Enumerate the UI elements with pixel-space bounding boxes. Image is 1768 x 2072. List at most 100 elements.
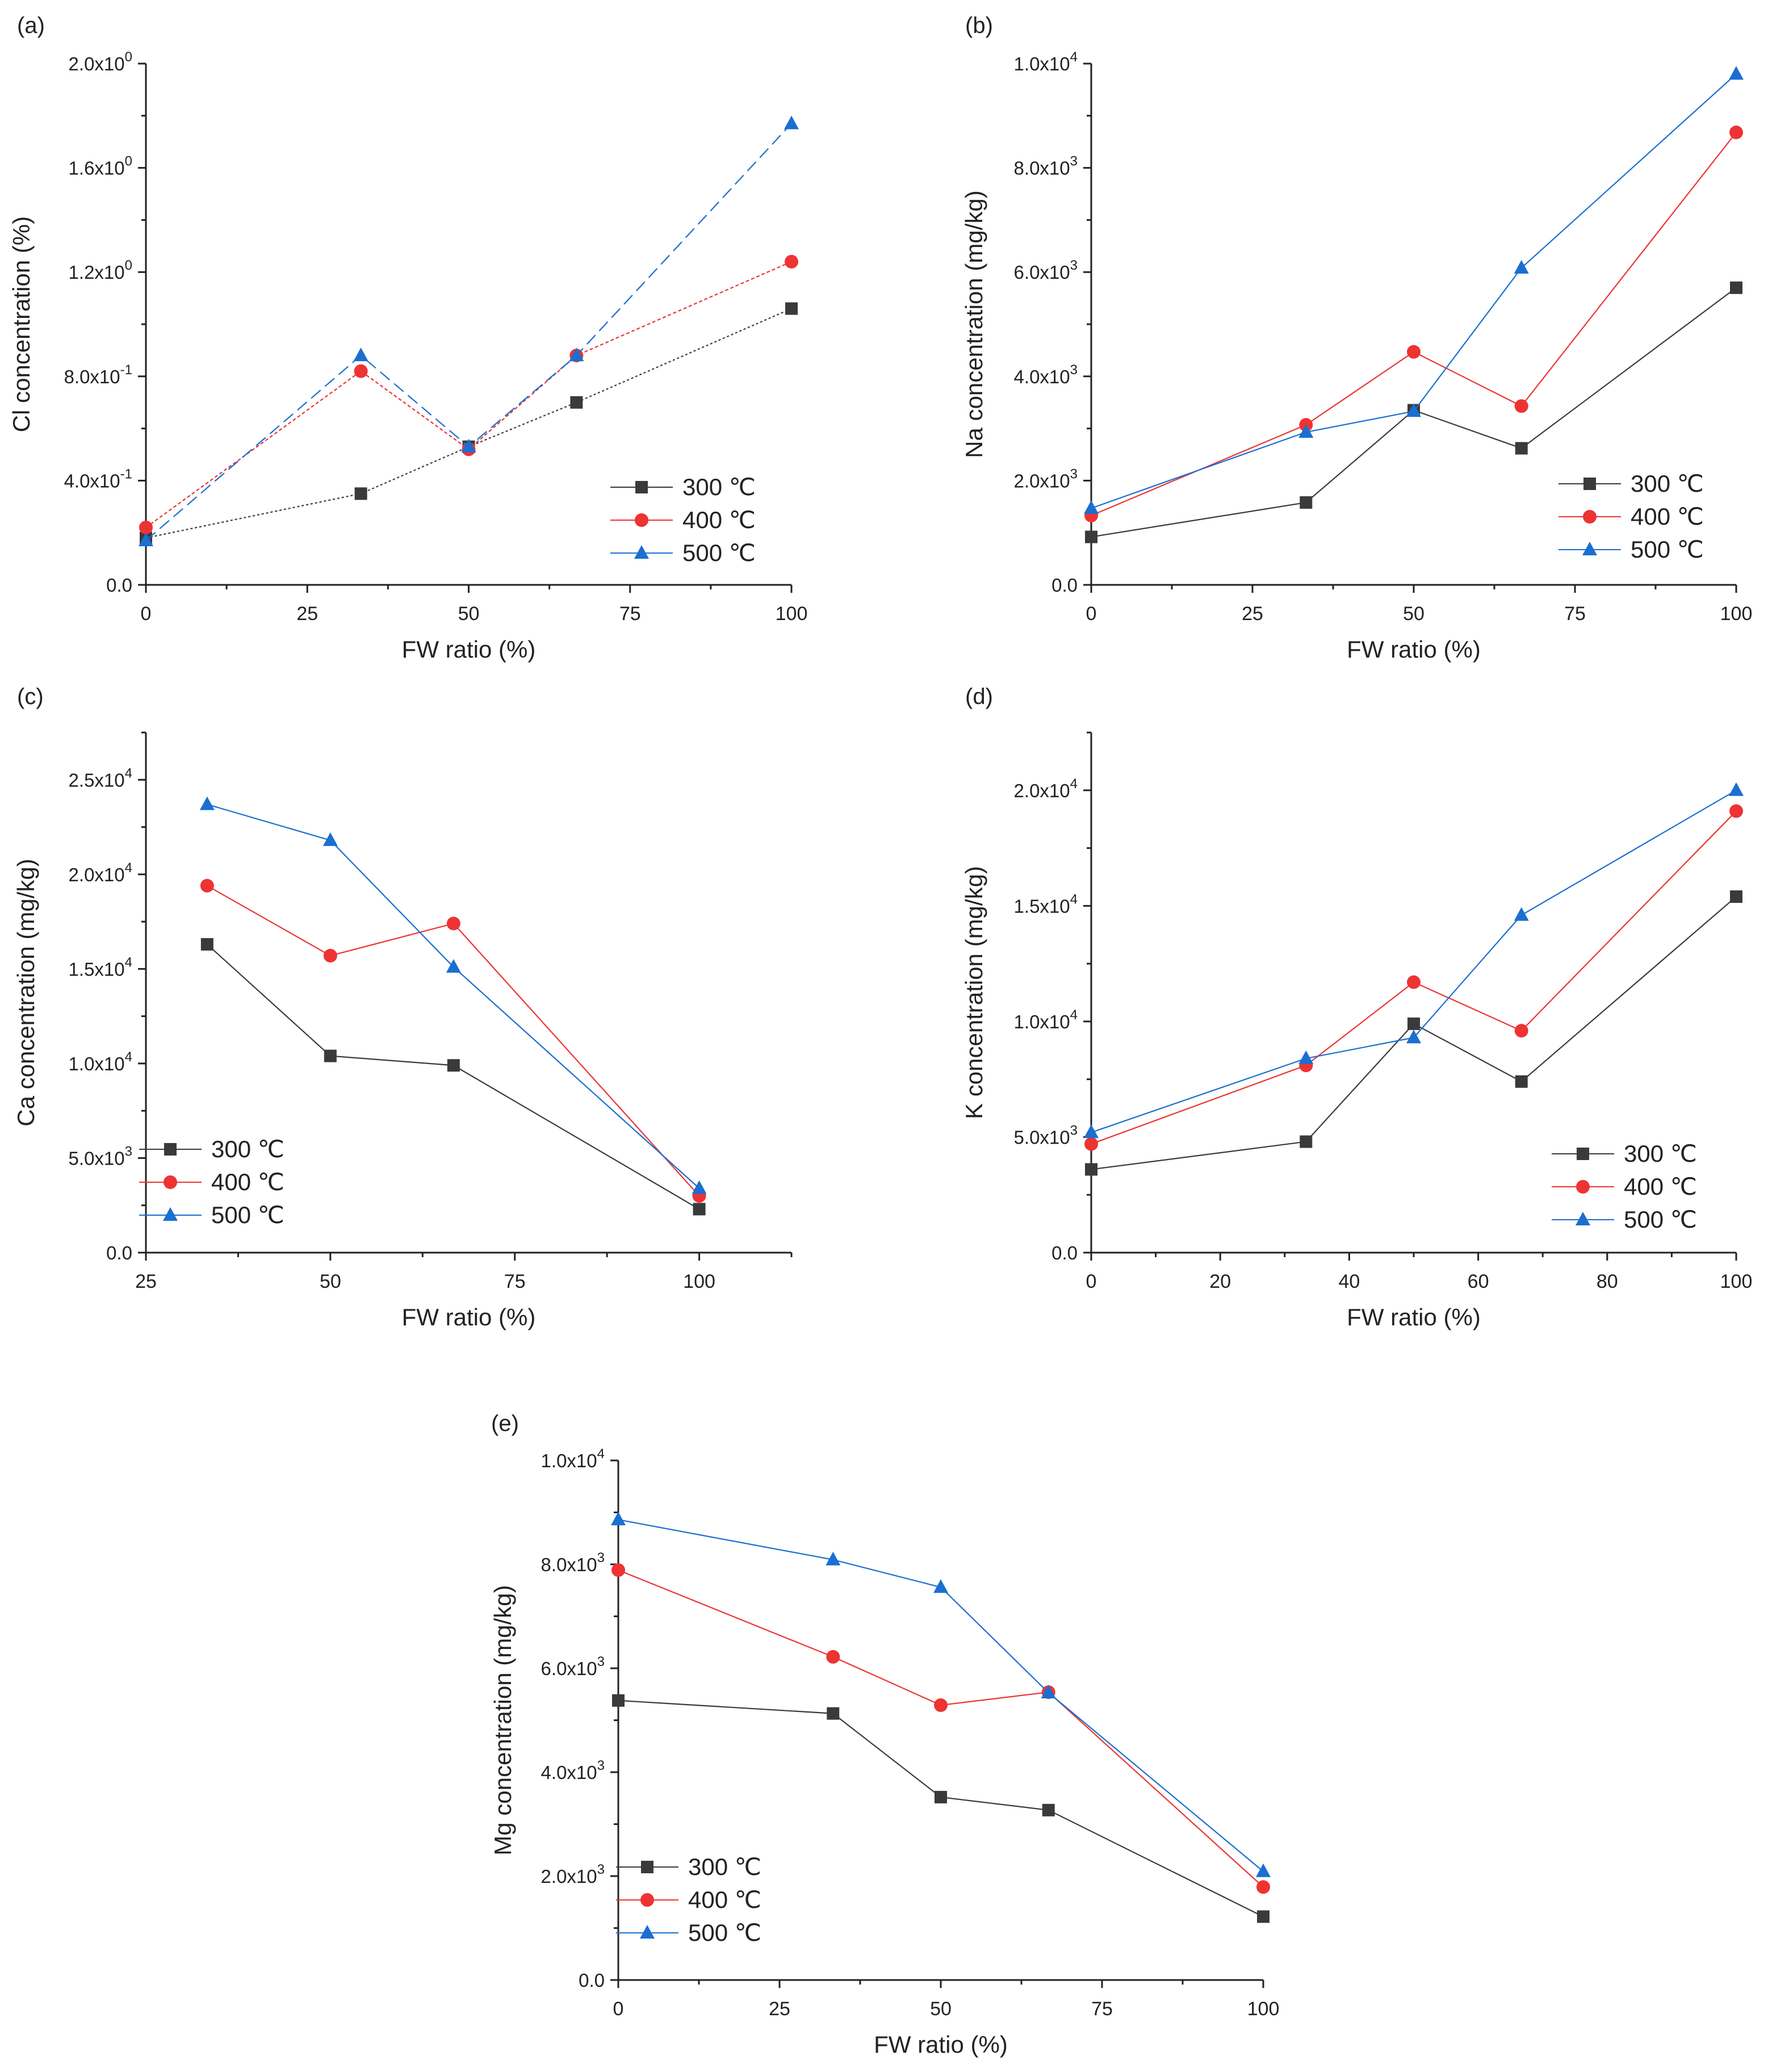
x-tick-label: 0 [141, 603, 152, 625]
data-point [693, 1203, 706, 1216]
y-axis-label: Mg concentration (mg/kg) [489, 1585, 516, 1855]
y-tick-label: 1.0x104 [69, 1049, 132, 1074]
chart-panel-c: (c) 25 50 75 100 0.0 5.0x103 1.0x104 1.5x104 2.0x… [12, 684, 793, 1330]
y-tick-label: 0.0 [1051, 1242, 1078, 1263]
data-point [1729, 804, 1743, 818]
data-point [1042, 1803, 1055, 1816]
y-tick-label: 8.0x103 [541, 1550, 605, 1575]
x-axis-label: FW ratio (%) [874, 2031, 1008, 2058]
data-point [1515, 1075, 1528, 1088]
legend: 300 ℃ 400 ℃ 500 ℃ [139, 1136, 284, 1228]
x-tick-label: 100 [1720, 1271, 1753, 1292]
data-point [611, 1563, 625, 1577]
data-point [1407, 345, 1421, 359]
series-1 [1085, 890, 1742, 1176]
y-axis-label: Cl concentration (%) [8, 216, 35, 432]
y-tick-label: 5.0x103 [1014, 1123, 1078, 1148]
data-point [323, 949, 337, 963]
data-point [1084, 1124, 1099, 1138]
series-line [145, 308, 792, 539]
data-point [1257, 1910, 1270, 1923]
x-tick-label: 75 [619, 603, 641, 625]
chart-panel-a: (a) 0 25 50 75 100 0.0 4.0x10-1 8.0x10-1 1.2x100 1… [8, 13, 807, 663]
x-tick-label: 50 [320, 1271, 341, 1292]
legend-label: 500 ℃ [688, 1919, 761, 1946]
y-tick-label: 4.0x10-1 [64, 466, 132, 491]
data-point [1514, 399, 1528, 413]
y-tick-label: 2.0x103 [541, 1862, 605, 1887]
data-point [324, 1049, 337, 1062]
data-point [200, 878, 214, 893]
data-point [1407, 975, 1421, 989]
x-tick-label: 0 [613, 1998, 624, 2020]
data-point [826, 1650, 840, 1664]
x-tick-label: 40 [1338, 1271, 1360, 1292]
legend-label: 400 ℃ [211, 1169, 284, 1195]
y-tick-label: 1.5x104 [69, 955, 132, 980]
y-tick-label: 6.0x103 [1014, 258, 1078, 283]
legend-marker [635, 513, 648, 527]
data-point [785, 254, 798, 269]
data-point [1298, 424, 1314, 438]
x-tick-label: 25 [296, 603, 318, 625]
data-point [1730, 281, 1742, 294]
legend-label: 400 ℃ [688, 1886, 761, 1913]
data-point [1514, 907, 1529, 921]
series-line [207, 803, 700, 1189]
y-tick-label: 0.0 [1051, 575, 1078, 596]
data-point [611, 1512, 626, 1526]
panel-label: (e) [491, 1411, 519, 1436]
data-point [1084, 500, 1099, 514]
legend-marker [641, 1861, 653, 1873]
legend: 300 ℃ 400 ℃ 500 ℃ [1558, 470, 1704, 563]
y-tick-label: 0.0 [106, 1242, 132, 1263]
legend-label: 500 ℃ [211, 1202, 284, 1228]
legend-label: 500 ℃ [1631, 536, 1704, 563]
data-point [569, 348, 584, 362]
legend-marker [163, 1207, 178, 1221]
y-tick-label: 2.0x103 [1014, 466, 1078, 491]
y-tick-label: 2.0x104 [69, 860, 132, 885]
data-point [934, 1698, 948, 1712]
legend-label: 400 ℃ [1624, 1173, 1697, 1200]
series-3 [611, 1512, 1271, 1877]
y-tick-label: 5.0x103 [69, 1144, 132, 1169]
x-tick-label: 25 [135, 1271, 157, 1292]
legend-label: 500 ℃ [682, 539, 756, 566]
legend-marker [164, 1143, 177, 1156]
data-point [200, 938, 213, 951]
data-point [933, 1579, 948, 1593]
series-line [207, 885, 700, 1196]
x-tick-label: 80 [1597, 1271, 1618, 1292]
legend-label: 400 ℃ [1631, 503, 1704, 530]
series-2 [611, 1563, 1270, 1894]
panel-label: (d) [965, 684, 993, 709]
data-point [199, 796, 215, 810]
series-line [1091, 132, 1737, 516]
data-point [1085, 530, 1097, 543]
data-point [1085, 1163, 1097, 1176]
legend-marker [640, 1893, 654, 1907]
panel-label: (c) [17, 684, 44, 709]
legend-marker [635, 481, 648, 493]
data-point [612, 1694, 625, 1707]
series-line [207, 944, 700, 1210]
legend-label: 300 ℃ [688, 1853, 761, 1880]
x-tick-label: 100 [776, 603, 808, 625]
y-tick-label: 2.5x104 [69, 765, 132, 790]
legend-marker [1577, 1148, 1589, 1160]
series-3 [139, 115, 799, 546]
panel-label: (a) [17, 13, 45, 38]
series-2 [1084, 125, 1743, 522]
y-tick-label: 1.0x104 [1014, 49, 1078, 74]
series-line [1091, 789, 1737, 1133]
y-tick-label: 6.0x103 [541, 1654, 605, 1679]
legend: 300 ℃ 400 ℃ 500 ℃ [616, 1853, 761, 1946]
x-axis-label: FW ratio (%) [1347, 636, 1481, 663]
data-point [1515, 442, 1528, 455]
x-tick-label: 0 [1086, 1271, 1097, 1292]
data-point [1407, 1017, 1420, 1030]
y-tick-label: 1.2x100 [69, 258, 132, 283]
data-point [785, 302, 798, 315]
data-point [446, 916, 460, 931]
